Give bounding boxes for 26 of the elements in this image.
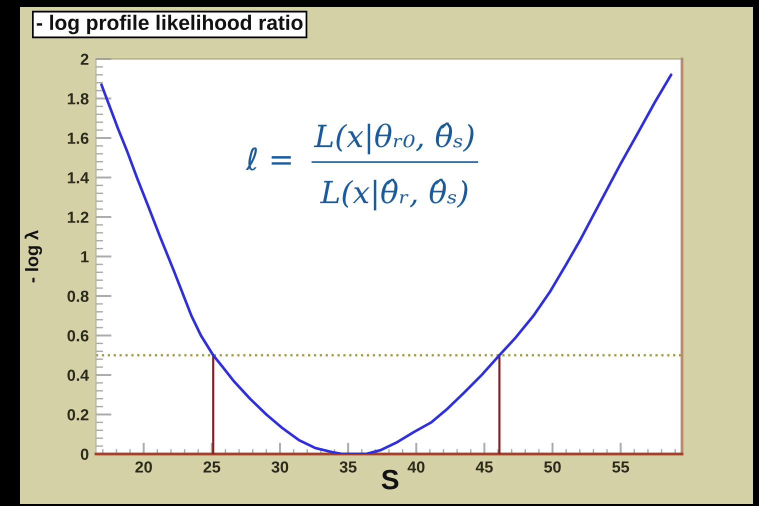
y-tick-label: 0.4 <box>67 370 89 381</box>
x-tick-label: 20 <box>135 461 152 473</box>
y-tick-label: 1.2 <box>68 212 88 223</box>
y-tick-label: 0.2 <box>67 409 88 420</box>
x-tick-label: 40 <box>408 461 424 473</box>
y-tick-label: 1.8 <box>68 93 89 104</box>
line-series <box>100 73 672 454</box>
y-tick-label: 1.6 <box>68 132 88 144</box>
y-axis-title: - log λ <box>24 230 42 282</box>
annotation: L(x|θ̂ᵣ, θ̂ₛ) <box>320 178 468 210</box>
y-tick-label: 0.8 <box>67 290 89 302</box>
x-tick-label: 35 <box>340 461 357 473</box>
x-tick-label: 55 <box>612 462 630 473</box>
y-tick-label: 1.4 <box>68 172 89 184</box>
x-axis-title: S <box>382 470 398 490</box>
x-tick-label: 50 <box>544 461 561 473</box>
y-tick-label: 0 <box>80 448 88 460</box>
y-tick-label: 1 <box>81 251 89 262</box>
x-tick-label: 45 <box>476 462 493 473</box>
chart-title: - log profile likelihood ratio <box>36 14 303 34</box>
annotation: ℓ = <box>246 147 291 170</box>
y-tick-label: 0.6 <box>67 330 88 342</box>
annotation: L(x|θᵣ₀, θ̂̂ₛ) <box>314 122 474 154</box>
y-tick-label: 2 <box>80 54 88 65</box>
x-tick-label: 30 <box>271 461 288 473</box>
x-tick-label: 25 <box>204 461 220 473</box>
